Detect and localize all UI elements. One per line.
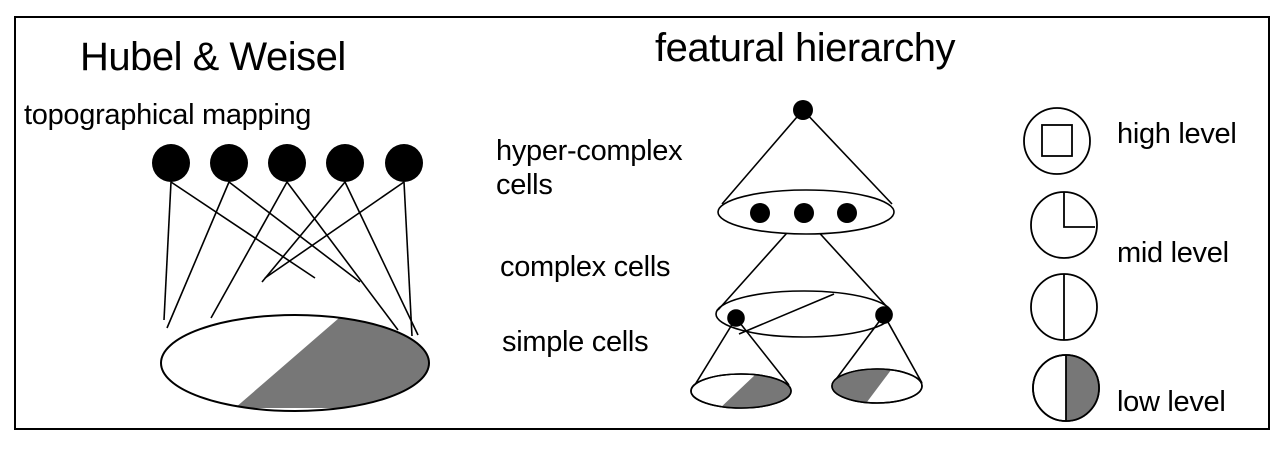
left-title: Hubel & Weisel	[80, 35, 346, 79]
left-subtitle: topographical mapping	[24, 99, 312, 131]
high-level-glyph	[1023, 107, 1091, 175]
simple-cell-node	[727, 309, 745, 327]
featural-hierarchy	[690, 100, 923, 409]
hypercomplex-label-line2: cells	[496, 169, 553, 201]
simple-cells-label: simple cells	[502, 326, 649, 358]
hypercomplex-cell-cone	[717, 109, 895, 235]
diagram-frame	[14, 16, 1270, 430]
neuron-node	[326, 144, 364, 182]
receptive-field	[160, 314, 430, 412]
level-legend	[1023, 107, 1100, 422]
hypercomplex-label-line1: hyper-complex	[496, 135, 683, 167]
projection-lines	[163, 181, 419, 337]
mid-level-glyph-corner	[1030, 191, 1098, 259]
neuron-node	[210, 144, 248, 182]
simple-cell-cone-right	[831, 314, 923, 404]
complex-cells-label: complex cells	[500, 251, 671, 283]
mid-level-glyph-split	[1030, 273, 1098, 341]
neuron-node	[152, 144, 190, 182]
simple-cell-cone-left	[690, 317, 792, 409]
topographic-map	[152, 144, 430, 412]
neuron-node	[385, 144, 423, 182]
legend-low-label: low level	[1117, 386, 1226, 418]
complex-cell-node	[750, 203, 770, 223]
complex-cell-node	[837, 203, 857, 223]
complex-cell-node	[794, 203, 814, 223]
legend-mid-label: mid level	[1117, 237, 1229, 269]
top-layer-neurons	[152, 144, 423, 182]
low-level-glyph	[1032, 354, 1100, 422]
simple-cell-nodes	[727, 306, 893, 327]
middle-title: featural hierarchy	[655, 26, 956, 70]
neuron-node	[268, 144, 306, 182]
hypercomplex-cell-node	[793, 100, 813, 120]
legend-high-label: high level	[1117, 118, 1237, 150]
simple-cell-node	[875, 306, 893, 324]
